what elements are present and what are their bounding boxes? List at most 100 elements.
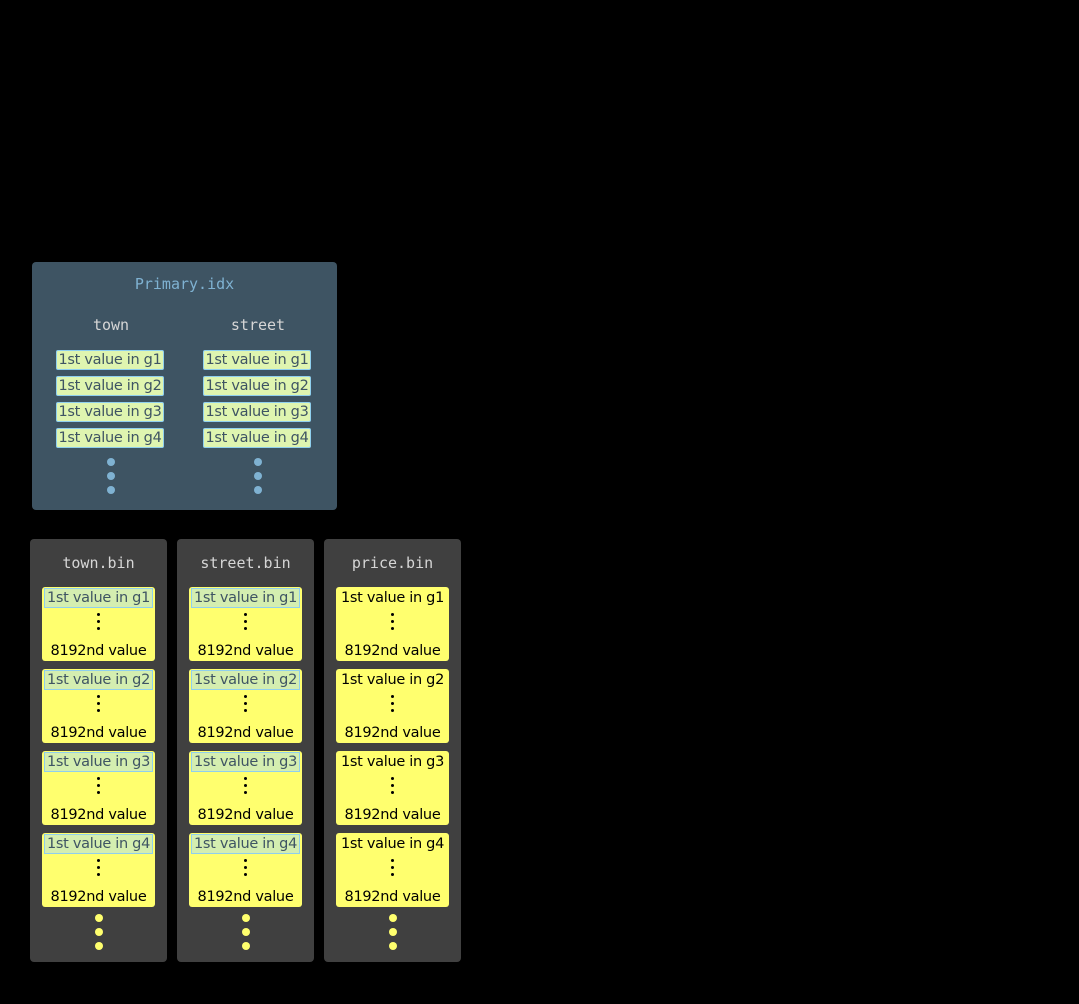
vertical-ellipsis-dot <box>391 791 394 794</box>
vertical-ellipsis-dot <box>244 873 247 876</box>
granule-last-value: 8192nd value <box>344 725 441 741</box>
vertical-ellipsis-dot <box>244 859 247 862</box>
granule-block: 1st value in g2 8192nd value <box>189 669 302 743</box>
index-column-label: town <box>92 316 130 334</box>
granule-last-value: 8192nd value <box>344 889 441 905</box>
vertical-ellipsis-dot <box>97 695 100 698</box>
granule-block: 1st value in g4 8192nd value <box>336 833 449 907</box>
index-mark-entry: 1st value in g3 <box>56 402 164 422</box>
vertical-ellipsis-dot <box>97 702 100 705</box>
index-mark-entry: 1st value in g4 <box>56 428 164 448</box>
vertical-ellipsis-dot <box>244 791 247 794</box>
vertical-ellipsis-dot <box>391 784 394 787</box>
granule-first-value: 1st value in g1 <box>191 588 300 608</box>
ellipsis-dot <box>95 928 103 936</box>
vertical-ellipsis-dot <box>244 709 247 712</box>
granule-last-value: 8192nd value <box>50 889 147 905</box>
granule-first-value: 1st value in g3 <box>191 752 300 772</box>
vertical-ellipsis-dot <box>244 613 247 616</box>
vertical-ellipsis-dot <box>97 791 100 794</box>
granule-block: 1st value in g1 8192nd value <box>189 587 302 661</box>
vertical-ellipsis-dot <box>244 702 247 705</box>
ellipsis-dot <box>254 472 262 480</box>
ellipsis-dot <box>389 942 397 950</box>
vertical-ellipsis-dot <box>391 873 394 876</box>
granule-first-value: 1st value in g3 <box>340 754 445 770</box>
vertical-ellipsis-dot <box>244 784 247 787</box>
ellipsis-dot <box>389 928 397 936</box>
vertical-ellipsis-dot <box>391 777 394 780</box>
granule-last-value: 8192nd value <box>197 725 294 741</box>
index-column-label: street <box>230 316 286 334</box>
ellipsis-dot <box>254 458 262 466</box>
vertical-ellipsis-dot <box>391 613 394 616</box>
index-mark-entry: 1st value in g2 <box>56 376 164 396</box>
ellipsis-dot <box>254 486 262 494</box>
vertical-ellipsis-dot <box>391 702 394 705</box>
primary-index-panel: Primary.idx town 1st value in g1 1st value… <box>32 262 337 510</box>
granule-block: 1st value in g2 8192nd value <box>336 669 449 743</box>
bin-file-title: price.bin <box>351 554 434 572</box>
granule-first-value: 1st value in g4 <box>191 834 300 854</box>
granule-first-value: 1st value in g1 <box>340 590 445 606</box>
ellipsis-dot <box>107 472 115 480</box>
vertical-ellipsis-dot <box>244 620 247 623</box>
vertical-ellipsis-dot <box>391 627 394 630</box>
granule-block: 1st value in g2 8192nd value <box>42 669 155 743</box>
vertical-ellipsis-dot <box>97 873 100 876</box>
granule-block: 1st value in g1 8192nd value <box>42 587 155 661</box>
granule-block: 1st value in g1 8192nd value <box>336 587 449 661</box>
granule-first-value: 1st value in g1 <box>44 588 153 608</box>
vertical-ellipsis-dot <box>391 709 394 712</box>
vertical-ellipsis-dot <box>97 777 100 780</box>
index-mark-entry: 1st value in g4 <box>203 428 311 448</box>
granule-last-value: 8192nd value <box>344 807 441 823</box>
granule-last-value: 8192nd value <box>197 889 294 905</box>
granule-last-value: 8192nd value <box>197 807 294 823</box>
vertical-ellipsis-dot <box>97 866 100 869</box>
vertical-ellipsis-dot <box>97 784 100 787</box>
vertical-ellipsis-dot <box>244 777 247 780</box>
index-mark-entry: 1st value in g3 <box>203 402 311 422</box>
ellipsis-dot <box>242 928 250 936</box>
vertical-ellipsis-dot <box>244 695 247 698</box>
bin-file-title: town.bin <box>62 554 135 572</box>
ellipsis-dot <box>107 486 115 494</box>
vertical-ellipsis-dot <box>391 620 394 623</box>
ellipsis-dot <box>242 942 250 950</box>
vertical-ellipsis-dot <box>97 613 100 616</box>
granule-last-value: 8192nd value <box>50 643 147 659</box>
granule-last-value: 8192nd value <box>344 643 441 659</box>
index-column-town: town 1st value in g1 1st value in g2 1st va… <box>56 262 166 510</box>
index-column-street: street 1st value in g1 1st value in g2 1st … <box>203 262 313 510</box>
vertical-ellipsis-dot <box>244 866 247 869</box>
index-mark-entry: 1st value in g1 <box>203 350 311 370</box>
granule-first-value: 1st value in g2 <box>44 670 153 690</box>
index-mark-entry: 1st value in g1 <box>56 350 164 370</box>
primary-index-title: Primary.idx <box>134 275 235 293</box>
vertical-ellipsis-dot <box>391 866 394 869</box>
bin-file-title: street.bin <box>200 554 291 572</box>
vertical-ellipsis-dot <box>97 620 100 623</box>
granule-block: 1st value in g3 8192nd value <box>42 751 155 825</box>
granule-first-value: 1st value in g4 <box>44 834 153 854</box>
vertical-ellipsis-dot <box>97 859 100 862</box>
index-mark-entry: 1st value in g2 <box>203 376 311 396</box>
vertical-ellipsis-dot <box>391 695 394 698</box>
granule-block: 1st value in g3 8192nd value <box>336 751 449 825</box>
bin-file-panel: price.bin 1st value in g1 8192nd value 1st … <box>324 539 461 962</box>
vertical-ellipsis-dot <box>97 709 100 712</box>
granule-first-value: 1st value in g2 <box>191 670 300 690</box>
vertical-ellipsis-dot <box>244 627 247 630</box>
ellipsis-dot <box>242 914 250 922</box>
ellipsis-dot <box>95 914 103 922</box>
granule-block: 1st value in g4 8192nd value <box>42 833 155 907</box>
granule-first-value: 1st value in g2 <box>340 672 445 688</box>
granule-first-value: 1st value in g3 <box>44 752 153 772</box>
bin-file-panel: street.bin 1st value in g1 8192nd value 1st… <box>177 539 314 962</box>
granule-last-value: 8192nd value <box>197 643 294 659</box>
ellipsis-dot <box>107 458 115 466</box>
granule-block: 1st value in g3 8192nd value <box>189 751 302 825</box>
granule-last-value: 8192nd value <box>50 807 147 823</box>
vertical-ellipsis-dot <box>391 859 394 862</box>
